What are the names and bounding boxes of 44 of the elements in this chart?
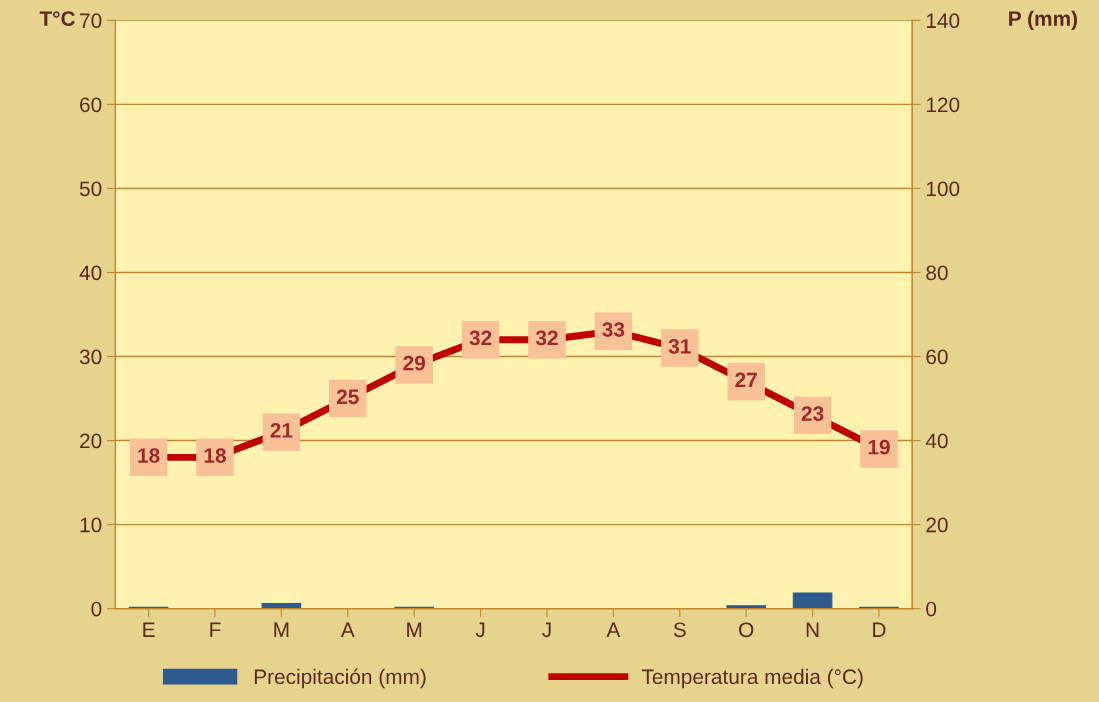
x-tick-label: A <box>340 622 355 637</box>
y2-tick-label: 20 <box>926 517 948 533</box>
y-tick-label: 0 <box>91 601 102 617</box>
data-label: 32 <box>469 330 492 346</box>
x-tick-label: M <box>274 622 289 637</box>
x-tick-label: O <box>739 622 754 638</box>
data-label: 29 <box>403 355 425 371</box>
y-tick-label: 20 <box>80 433 102 449</box>
data-label: 33 <box>602 322 625 337</box>
y2-tick-label: 60 <box>926 349 948 365</box>
x-tick-label: F <box>210 622 221 637</box>
data-label: 18 <box>138 448 160 463</box>
data-label: 23 <box>801 406 824 421</box>
x-tick-label: M <box>407 622 422 637</box>
y-tick-label: 30 <box>79 349 102 365</box>
x-tick-label: D <box>873 622 886 637</box>
data-label: 27 <box>735 372 757 388</box>
y-tick-label: 50 <box>79 181 102 197</box>
x-tick-label: J <box>475 622 485 638</box>
y2-axis-title: P (mm) <box>1009 10 1077 31</box>
y2-tick-label: 120 <box>926 97 960 113</box>
x-tick-label: S <box>673 622 686 638</box>
x-tick-label: N <box>806 622 819 637</box>
data-label: 18 <box>204 448 226 463</box>
data-label: 19 <box>868 439 890 455</box>
y-axis-title: T°C <box>39 11 75 26</box>
y-tick-label: 60 <box>80 97 102 113</box>
data-label: 21 <box>270 422 293 438</box>
data-label: 25 <box>336 389 359 405</box>
x-tick-label: A <box>606 622 621 637</box>
data-label: 32 <box>535 330 558 346</box>
y-tick-label: 40 <box>79 265 102 281</box>
x-tick-label: J <box>542 622 551 638</box>
x-tick-label: E <box>143 622 155 637</box>
y2-tick-label: 40 <box>925 433 948 449</box>
y2-tick-label: 100 <box>926 181 960 197</box>
data-label: 31 <box>668 338 691 354</box>
y2-tick-label: 140 <box>926 13 960 29</box>
y2-tick-label: 0 <box>926 601 937 617</box>
legend-label: Temperatura media (°C) <box>641 668 863 689</box>
y-tick-label: 10 <box>80 517 102 533</box>
y2-tick-label: 80 <box>926 265 948 281</box>
legend-label: Precipitación (mm) <box>254 668 426 689</box>
y-tick-label: 70 <box>80 13 102 29</box>
